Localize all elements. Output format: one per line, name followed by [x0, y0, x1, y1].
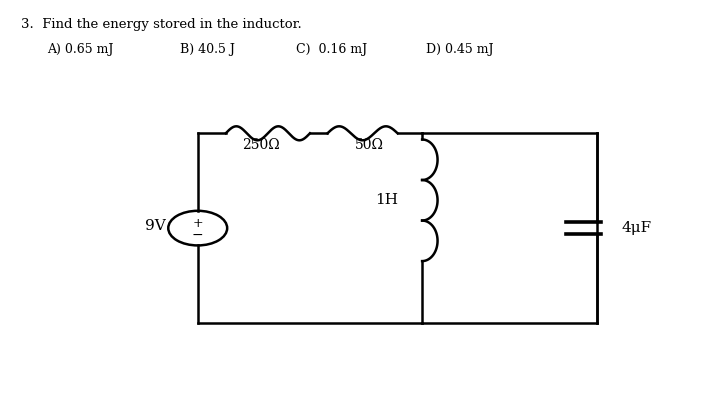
Text: A) 0.65 mJ: A) 0.65 mJ [47, 43, 113, 56]
Text: 50Ω: 50Ω [355, 138, 384, 152]
Text: +: + [192, 217, 203, 229]
Text: 1H: 1H [375, 193, 398, 207]
Text: 250Ω: 250Ω [242, 138, 279, 152]
Text: C)  0.16 mJ: C) 0.16 mJ [296, 43, 367, 56]
Text: 9V: 9V [145, 219, 166, 233]
Text: −: − [192, 228, 203, 242]
Text: B) 40.5 J: B) 40.5 J [180, 43, 235, 56]
Text: 4μF: 4μF [622, 221, 652, 235]
Text: D) 0.45 mJ: D) 0.45 mJ [426, 43, 493, 56]
Text: 3.  Find the energy stored in the inductor.: 3. Find the energy stored in the inducto… [21, 18, 302, 31]
